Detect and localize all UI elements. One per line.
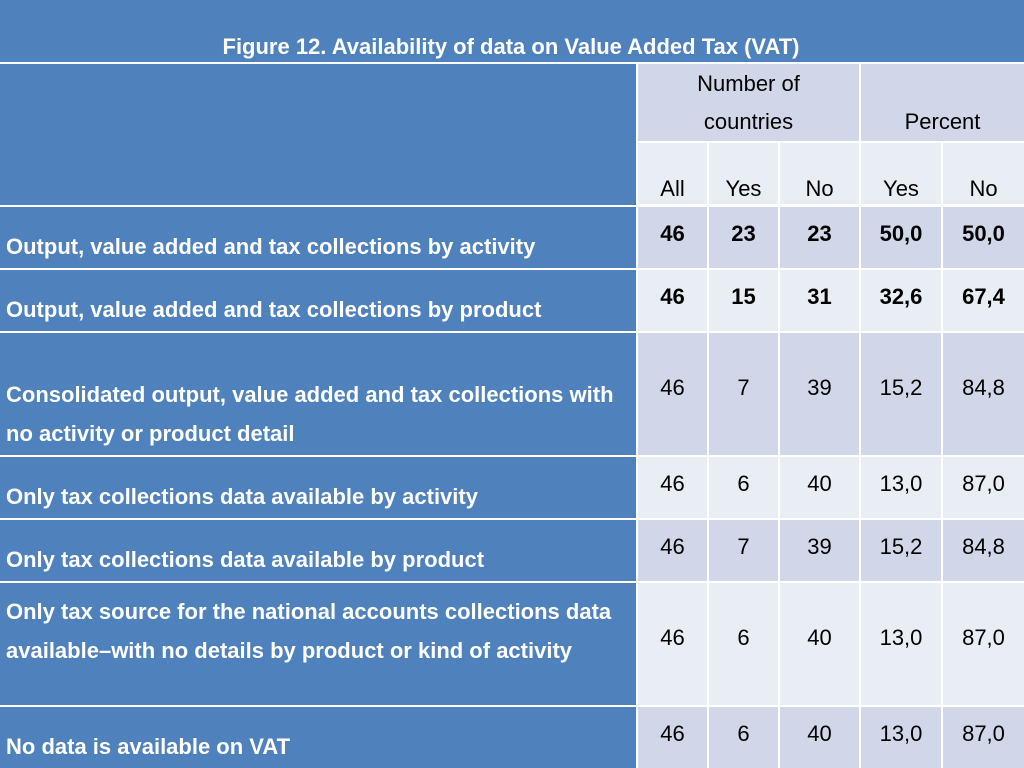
row-label-5: Only tax source for the national account… (0, 583, 636, 705)
column-header-0: All (638, 143, 707, 204)
cell-r2-c3: 15,2 (861, 333, 941, 455)
cell-r6-c4: 87,0 (943, 707, 1024, 768)
header-number-line2: countries (703, 108, 794, 134)
cell-r0-c2: 23 (780, 207, 859, 268)
table-title: Figure 12. Availability of data on Value… (222, 34, 800, 59)
cell-r0-c3: 50,0 (861, 207, 941, 268)
cell-r5-c1: 6 (709, 583, 778, 705)
cell-r0-c1: 23 (709, 207, 778, 268)
cell-r1-c4: 67,4 (943, 270, 1024, 331)
cell-r3-c3: 13,0 (861, 457, 941, 518)
cell-r4-c1: 7 (709, 520, 778, 581)
cell-r4-c0: 46 (638, 520, 707, 581)
cell-r6-c3: 13,0 (861, 707, 941, 768)
column-header-1: Yes (709, 143, 778, 204)
cell-r6-c0: 46 (638, 707, 707, 768)
cell-r2-c4: 84,8 (943, 333, 1024, 455)
row-label-1: Output, value added and tax collections … (0, 270, 636, 331)
cell-r5-c0: 46 (638, 583, 707, 705)
row-label-0: Output, value added and tax collections … (0, 207, 636, 268)
cell-r3-c2: 40 (780, 457, 859, 518)
cell-r6-c2: 40 (780, 707, 859, 768)
cell-r2-c0: 46 (638, 333, 707, 455)
row-label-3: Only tax collections data available by a… (0, 457, 636, 518)
row-label-6: No data is available on VAT (0, 707, 636, 768)
cell-r3-c4: 87,0 (943, 457, 1024, 518)
cell-r5-c4: 87,0 (943, 583, 1024, 705)
cell-r4-c4: 84,8 (943, 520, 1024, 581)
header-percent: Percent (861, 64, 1024, 141)
cell-r1-c3: 32,6 (861, 270, 941, 331)
cell-r2-c2: 39 (780, 333, 859, 455)
cell-r1-c0: 46 (638, 270, 707, 331)
cell-r3-c1: 6 (709, 457, 778, 518)
cell-r2-c1: 7 (709, 333, 778, 455)
cell-r0-c0: 46 (638, 207, 707, 268)
cell-r4-c3: 15,2 (861, 520, 941, 581)
header-number-line1: Number of (697, 70, 800, 96)
title-bar (0, 0, 1024, 62)
cell-r4-c2: 39 (780, 520, 859, 581)
header-blank-cell (0, 64, 636, 205)
cell-r5-c2: 40 (780, 583, 859, 705)
row-label-2: Consolidated output, value added and tax… (0, 333, 636, 455)
header-number-of-countries: Number of countries (638, 64, 859, 141)
cell-r3-c0: 46 (638, 457, 707, 518)
column-header-4: No (943, 143, 1024, 204)
cell-r6-c1: 6 (709, 707, 778, 768)
cell-r1-c1: 15 (709, 270, 778, 331)
column-header-2: No (780, 143, 859, 204)
column-header-3: Yes (861, 143, 941, 204)
cell-r1-c2: 31 (780, 270, 859, 331)
cell-r5-c3: 13,0 (861, 583, 941, 705)
cell-r0-c4: 50,0 (943, 207, 1024, 268)
row-label-4: Only tax collections data available by p… (0, 520, 636, 581)
